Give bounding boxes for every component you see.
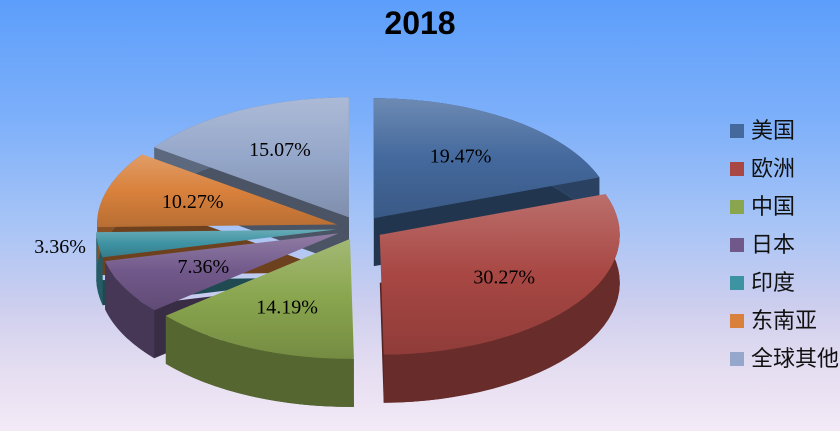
slice-label: 3.36%: [34, 236, 86, 258]
slice-label: 7.36%: [178, 256, 230, 278]
pie-slice: [105, 233, 339, 311]
pie-slice: [97, 154, 338, 228]
legend-item: 东南亚: [730, 302, 839, 340]
slice-label: 19.47%: [430, 145, 492, 167]
legend-item: 美国: [730, 112, 839, 150]
slice-label: 14.19%: [256, 297, 318, 319]
legend-swatch-icon: [730, 352, 744, 366]
pie-slice: [373, 98, 600, 219]
legend-item: 欧洲: [730, 150, 839, 188]
legend-label: 印度: [751, 270, 796, 295]
legend-item: 日本: [730, 226, 839, 264]
legend-label: 欧洲: [751, 156, 796, 181]
legend-label: 东南亚: [751, 308, 818, 333]
legend-swatch-icon: [730, 200, 744, 214]
legend-item: 全球其他: [730, 340, 839, 378]
slice-label: 10.27%: [162, 191, 224, 213]
legend-swatch-icon: [730, 276, 744, 290]
chart-title: 2018: [384, 5, 456, 41]
pie-slice-rim: [165, 315, 354, 407]
legend-label: 日本: [751, 232, 796, 257]
legend-label: 美国: [751, 118, 796, 143]
slice-label: 30.27%: [473, 267, 535, 289]
legend-item: 中国: [730, 188, 839, 226]
legend-swatch-icon: [730, 162, 744, 176]
pie-slice-rim: [383, 193, 620, 403]
legend-label: 中国: [751, 194, 796, 219]
pie-slice: [96, 229, 337, 258]
legend-label: 全球其他: [751, 346, 840, 371]
pie-slice-rim: [105, 261, 155, 359]
legend-item: 印度: [730, 264, 839, 302]
legend-swatch-icon: [730, 238, 744, 252]
legend-swatch-icon: [730, 314, 744, 328]
slice-label: 15.07%: [249, 139, 311, 161]
pie-slice: [165, 238, 354, 359]
pie-slice: [154, 97, 350, 218]
pie-slice: [379, 193, 620, 355]
legend-swatch-icon: [730, 124, 744, 138]
legend: 美国欧洲中国日本印度东南亚全球其他: [730, 112, 839, 378]
